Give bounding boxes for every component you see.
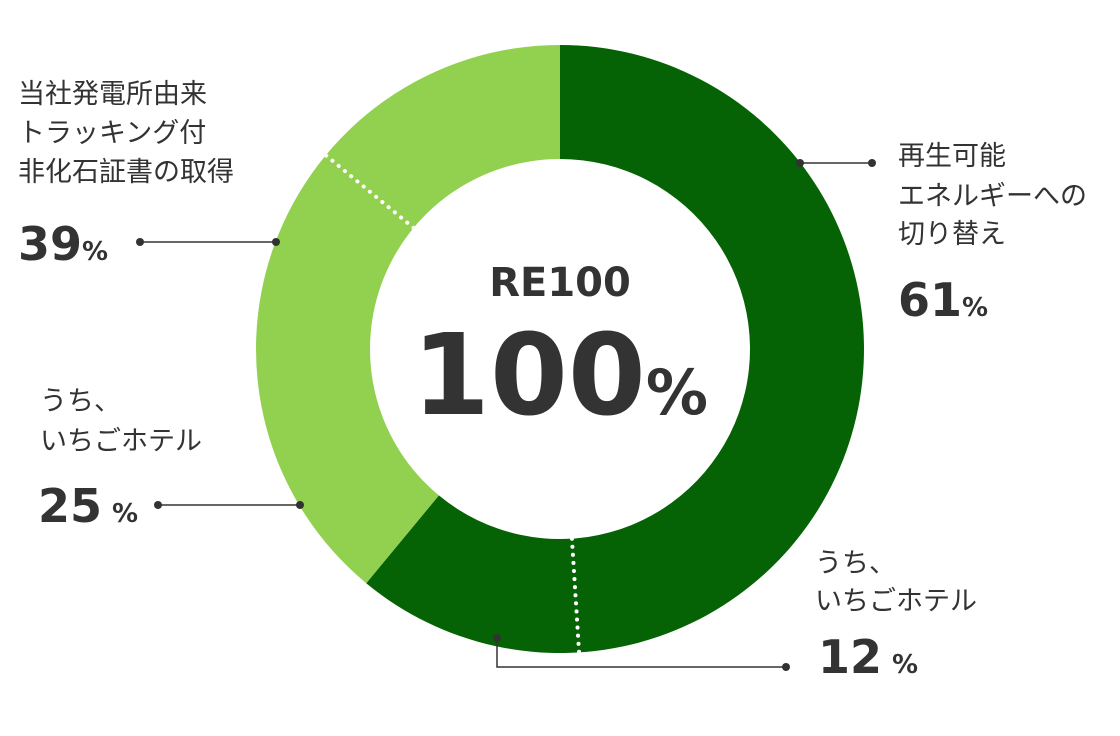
center-number: 100 [412, 311, 646, 441]
leader-dot [136, 238, 144, 246]
value-unit: % [112, 499, 138, 529]
slice-label: 切り替え [898, 219, 1006, 250]
sub-label: いちごホテル [40, 426, 202, 457]
value-unit: % [82, 237, 108, 267]
value-number: 39 [18, 217, 82, 271]
sub-label: うち、 [40, 386, 121, 417]
sub-value: 25% [38, 479, 138, 533]
leader-dot [272, 238, 280, 246]
slice-label: エネルギーへの [898, 181, 1087, 212]
sub-value: 12% [818, 630, 918, 684]
donut-slice [256, 45, 560, 584]
leader-dot [493, 634, 501, 642]
slice-label: 非化石証書の取得 [18, 157, 234, 188]
center-value: 100% [412, 311, 708, 441]
slice-value: 39% [18, 217, 108, 271]
leader-dot [868, 159, 876, 167]
slice-value: 61% [898, 273, 988, 327]
leader-dot [782, 663, 790, 671]
leader-dot [296, 501, 304, 509]
center-title: RE100 [489, 260, 631, 306]
value-number: 12 [818, 630, 882, 684]
sub-label: いちごホテル [815, 586, 977, 617]
slice-label: 再生可能 [898, 141, 1006, 172]
center-unit: % [646, 356, 708, 429]
value-number: 61 [898, 273, 962, 327]
slice-label: トラッキング付 [18, 118, 206, 149]
slice-label: 当社発電所由来 [18, 79, 207, 110]
sub-label: うち、 [815, 548, 896, 579]
value-unit: % [892, 650, 918, 680]
sub-divider [323, 153, 416, 230]
value-number: 25 [38, 479, 102, 533]
donut-slice [366, 45, 864, 653]
leader-line [496, 638, 786, 668]
leader-dot [796, 159, 804, 167]
leader-dot [154, 501, 162, 509]
sub-divider [569, 536, 582, 655]
value-unit: % [962, 293, 988, 323]
